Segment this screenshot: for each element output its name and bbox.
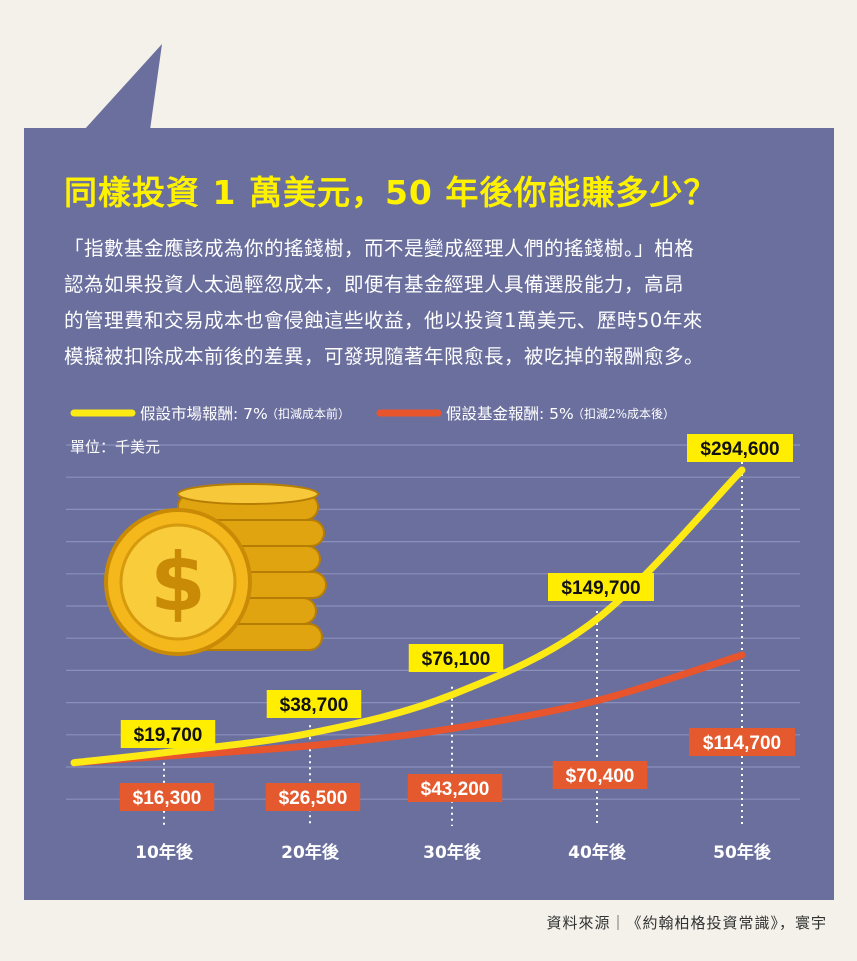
paragraph-line-1: 「指數基金應該成為你的搖錢樹，而不是變成經理人們的搖錢樹。」柏格	[64, 237, 695, 260]
market-value-label-box	[548, 573, 654, 601]
market-value-label: $38,700	[266, 690, 362, 718]
market-value-label-box	[266, 690, 362, 718]
market-value-label: $294,600	[687, 434, 793, 462]
legend-market-label: 假設市場報酬: 7%	[140, 405, 268, 423]
market-value-label-text: $19,700	[134, 725, 203, 746]
fund-value-label-box	[119, 783, 215, 811]
fund-value-label: $16,300	[119, 783, 215, 811]
fund-value-label: $70,400	[552, 761, 648, 789]
market-value-label-box	[408, 644, 504, 672]
x-tick-label: 30年後	[423, 842, 482, 863]
market-value-label-box	[120, 720, 216, 748]
fund-value-label-text: $70,400	[566, 766, 635, 787]
fund-value-label-text: $43,200	[421, 779, 490, 800]
fund-value-label-text: $16,300	[133, 788, 202, 809]
paragraph-line-4: 模擬被扣除成本前後的差異，可發現隨著年限愈長，被吃掉的報酬愈多。	[64, 345, 705, 368]
paragraph-line-3: 的管理費和交易成本也會侵蝕這些收益，他以投資1萬美元、歷時50年來	[64, 309, 703, 332]
fund-value-label: $114,700	[689, 728, 795, 756]
market-value-label-box	[687, 434, 793, 462]
market-value-label: $76,100	[408, 644, 504, 672]
fund-value-label-box	[552, 761, 648, 789]
source-credit: 資料來源｜《約翰柏格投資常識》，寰宇	[546, 914, 827, 932]
x-tick-label: 20年後	[281, 842, 340, 863]
x-axis-ticks: 10年後 20年後 30年後 40年後 50年後	[135, 842, 772, 863]
fund-value-label-text: $26,500	[279, 788, 348, 809]
coin-stack-illustration: $	[104, 483, 327, 656]
fund-value-label: $43,200	[407, 774, 503, 802]
page-title: 同樣投資 1 萬美元，50 年後你能賺多少？	[64, 173, 718, 212]
legend-market-note: （扣減成本前）	[266, 406, 350, 421]
legend: 假設市場報酬: 7% （扣減成本前） 假設基金報酬: 5% （扣減2%成本後）	[70, 405, 675, 423]
legend-fund-label: 假設基金報酬: 5%	[446, 405, 574, 423]
fund-value-label-box	[265, 783, 361, 811]
x-tick-label: 10年後	[135, 842, 194, 863]
market-value-label-text: $149,700	[561, 578, 640, 599]
speech-bubble-tail	[84, 44, 162, 130]
svg-text:$: $	[150, 536, 206, 629]
x-tick-label: 40年後	[568, 842, 627, 863]
data-labels: $19,700 $16,300 $38,700 $26,500 $76,100 $43,2…	[119, 434, 795, 811]
paragraph-line-2: 認為如果投資人太過輕忽成本，即便有基金經理人具備選股能力，高昂	[64, 273, 685, 296]
market-value-label-text: $38,700	[280, 695, 349, 716]
market-value-label-text: $294,600	[700, 439, 779, 460]
fund-value-label-text: $114,700	[703, 733, 781, 754]
legend-fund-note: （扣減2%成本後）	[572, 406, 675, 421]
growth-chart: 假設市場報酬: 7% （扣減成本前） 假設基金報酬: 5% （扣減2%成本後） …	[66, 405, 800, 863]
market-value-label: $19,700	[120, 720, 216, 748]
fund-value-label-box	[407, 774, 503, 802]
fund-value-label-box	[689, 728, 795, 756]
market-value-label-text: $76,100	[422, 649, 491, 670]
market-value-label: $149,700	[548, 573, 654, 601]
fund-value-label: $26,500	[265, 783, 361, 811]
unit-label: 單位：千美元	[70, 438, 160, 456]
x-tick-label: 50年後	[713, 842, 772, 863]
